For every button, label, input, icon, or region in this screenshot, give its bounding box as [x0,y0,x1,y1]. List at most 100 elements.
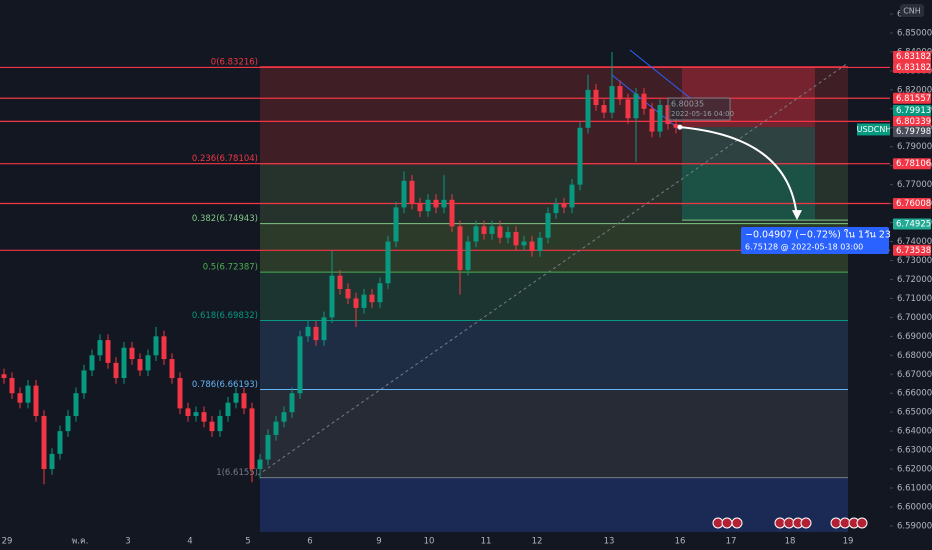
candle-body [369,294,375,303]
candle-body [449,199,455,227]
fib-label: 0(6.83216) [211,57,258,67]
price-badge-label: 6.74925 [896,220,931,230]
candle-body [609,86,615,113]
candle-body [433,199,439,208]
x-tick-label: 4 [187,537,192,547]
candle-body [169,359,175,379]
candle-body [305,326,311,337]
candle-body [601,105,607,113]
candle-body [289,393,295,413]
candle-body [553,203,559,214]
candle-body [593,89,599,106]
candle-body [121,347,127,379]
x-tick-label: 16 [675,537,686,547]
event-icon[interactable] [800,517,812,529]
x-tick-label: พ.ค. [72,537,89,547]
y-tick-label: 6.64000 [897,427,932,437]
candle-body [385,241,391,284]
candle-body [641,93,647,109]
candle-body [545,213,551,238]
candle-body [337,275,343,289]
start-point [677,124,683,130]
candle-body [73,393,79,416]
y-tick-label: 6.66000 [897,389,932,399]
y-tick-label: 6.74000 [897,237,932,247]
candle-body [649,108,655,132]
symbol-tag [857,123,891,136]
fib-label: 0.236(6.78104) [192,154,258,164]
candle-body [201,412,207,422]
y-tick-label: 6.63000 [897,446,932,456]
candle-body [425,199,431,212]
candle-body [57,431,63,454]
candle-body [265,434,271,460]
candle-body [321,317,327,341]
candle-body [521,241,527,246]
price-badge-label: 6.78106 [896,159,931,169]
price-badge-label: 6.81557 [896,94,931,104]
candle-body [569,184,575,208]
tooltip-box [667,97,731,121]
candle-body [17,393,23,403]
y-tick-label: 6.82000 [897,85,932,95]
price-badge [893,92,931,104]
y-tick-label: 6.71000 [897,294,932,304]
candle-body [233,393,239,403]
candle-body [113,362,119,379]
x-tick-label: 6 [307,537,312,547]
y-tick-label: 6.79000 [897,142,932,152]
event-icon[interactable] [731,517,743,529]
price-badge [893,104,931,116]
projection-change: −0.04907 (−0.72%) ใน 1วัน 23ชั่วโมง [745,228,919,241]
candle-body [657,105,663,132]
fib-zone [260,477,848,532]
y-tick-label: 6.68000 [897,351,932,361]
y-tick-label: 6.65000 [897,408,932,418]
candle-body [81,370,87,394]
candle-body [97,340,103,356]
candle-body [49,453,55,470]
fib-zone [260,389,848,478]
price-badge [893,158,931,170]
candle-body [465,241,471,270]
y-tick-label: 6.67000 [897,370,932,380]
price-badge [893,50,931,62]
x-tick-label: 9 [376,537,381,547]
candle-body [249,408,255,470]
price-badge-label: 6.83182 [896,52,931,62]
candle-body [441,199,447,208]
candle-body [361,294,367,308]
currency: CNH [903,7,921,16]
event-icon[interactable] [721,517,733,529]
candle-body [225,402,231,416]
fib-label: 0.786(6.66193) [192,380,258,390]
candle-body [473,226,479,242]
fib-zone [260,163,848,224]
candle-body [297,336,303,394]
x-tick-label: 12 [532,537,543,547]
candle-body [313,326,319,341]
candle-body [281,412,287,422]
price-badge-label: 6.80339 [896,117,931,127]
candle-body [617,86,623,100]
price-badge-label: 6.83182 [896,63,931,73]
event-icon[interactable] [856,517,868,529]
channel-line [629,49,691,99]
y-tick-label: 6.60000 [897,502,932,512]
price-badge [893,197,931,209]
candle-body [329,275,335,318]
candle-body [377,283,383,303]
candle-body [409,180,415,204]
candle-body [177,378,183,409]
candle-body [129,347,135,360]
candle-body [353,298,359,308]
candle-body [529,241,535,252]
candle-body [489,226,495,234]
currency-badge[interactable] [900,4,924,17]
candle-body [161,336,167,360]
y-tick-label: 6.69000 [897,332,932,342]
candle-body [505,232,511,238]
candle-body [105,340,111,363]
projection-box [741,227,889,254]
tooltip-price: 6.80035 [671,100,704,109]
